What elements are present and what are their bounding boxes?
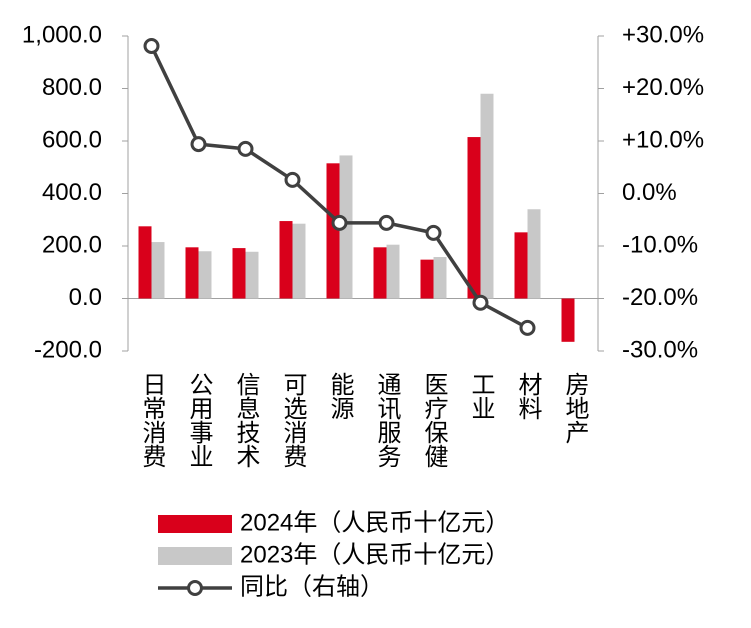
y2-tick-label: +10.0% xyxy=(622,126,704,153)
marker xyxy=(331,214,348,231)
x-tick-label: 可选消费 xyxy=(279,372,307,468)
bar xyxy=(527,209,541,299)
marker xyxy=(425,224,442,241)
y2-tick-label: +20.0% xyxy=(622,74,704,101)
x-tick-label: 信息技术 xyxy=(232,372,260,468)
marker xyxy=(143,37,160,54)
bar xyxy=(151,242,165,299)
y2-tick-label: -30.0% xyxy=(622,336,698,363)
bar xyxy=(480,93,494,299)
y2-tick-label: 0.0% xyxy=(622,179,677,206)
x-tick-label: 能源 xyxy=(326,372,354,420)
bar xyxy=(138,226,152,299)
bar xyxy=(245,251,259,299)
bar xyxy=(373,247,387,299)
y2-tick-label: -10.0% xyxy=(622,231,698,258)
y-tick-label: 400.0 xyxy=(42,179,102,206)
marker xyxy=(284,171,301,188)
y-tick-label: 800.0 xyxy=(42,74,102,101)
legend-marker xyxy=(187,580,203,596)
bar xyxy=(279,221,293,299)
y-tick-label: 1,000.0 xyxy=(22,21,102,48)
x-tick-label: 日常消费 xyxy=(138,372,166,468)
marker xyxy=(378,214,395,231)
bar xyxy=(326,163,340,299)
x-tick-label: 工业 xyxy=(467,372,494,420)
legend-label: 2023年（人民币十亿元） xyxy=(240,541,509,568)
legend-swatch xyxy=(158,515,232,533)
y2-tick-label: +30.0% xyxy=(622,21,704,48)
marker xyxy=(190,136,207,153)
legend-label: 2024年（人民币十亿元） xyxy=(240,509,509,536)
y-tick-label: 0.0 xyxy=(69,284,102,311)
x-tick-label: 房地产 xyxy=(561,372,589,444)
x-tick-label: 医疗保健 xyxy=(420,372,448,468)
y2-tick-label: -20.0% xyxy=(622,284,698,311)
bar xyxy=(420,259,434,299)
bar xyxy=(433,257,447,299)
marker xyxy=(237,140,254,157)
x-tick-label: 公用事业 xyxy=(185,372,213,468)
bar xyxy=(198,251,212,299)
y-tick-label: 200.0 xyxy=(42,231,102,258)
bar xyxy=(467,137,481,299)
y-tick-label: 600.0 xyxy=(42,126,102,153)
bar xyxy=(514,232,528,299)
bar xyxy=(185,247,199,299)
bar xyxy=(232,248,246,299)
bar xyxy=(561,298,575,342)
bar xyxy=(292,223,306,299)
bar xyxy=(386,244,400,299)
y-tick-label: -200.0 xyxy=(34,336,102,363)
x-tick-label: 材料 xyxy=(514,372,542,420)
marker xyxy=(472,294,489,311)
marker xyxy=(519,319,536,336)
legend-label: 同比（右轴） xyxy=(240,573,384,600)
x-tick-label: 通讯服务 xyxy=(373,372,401,468)
legend-swatch xyxy=(158,547,232,565)
